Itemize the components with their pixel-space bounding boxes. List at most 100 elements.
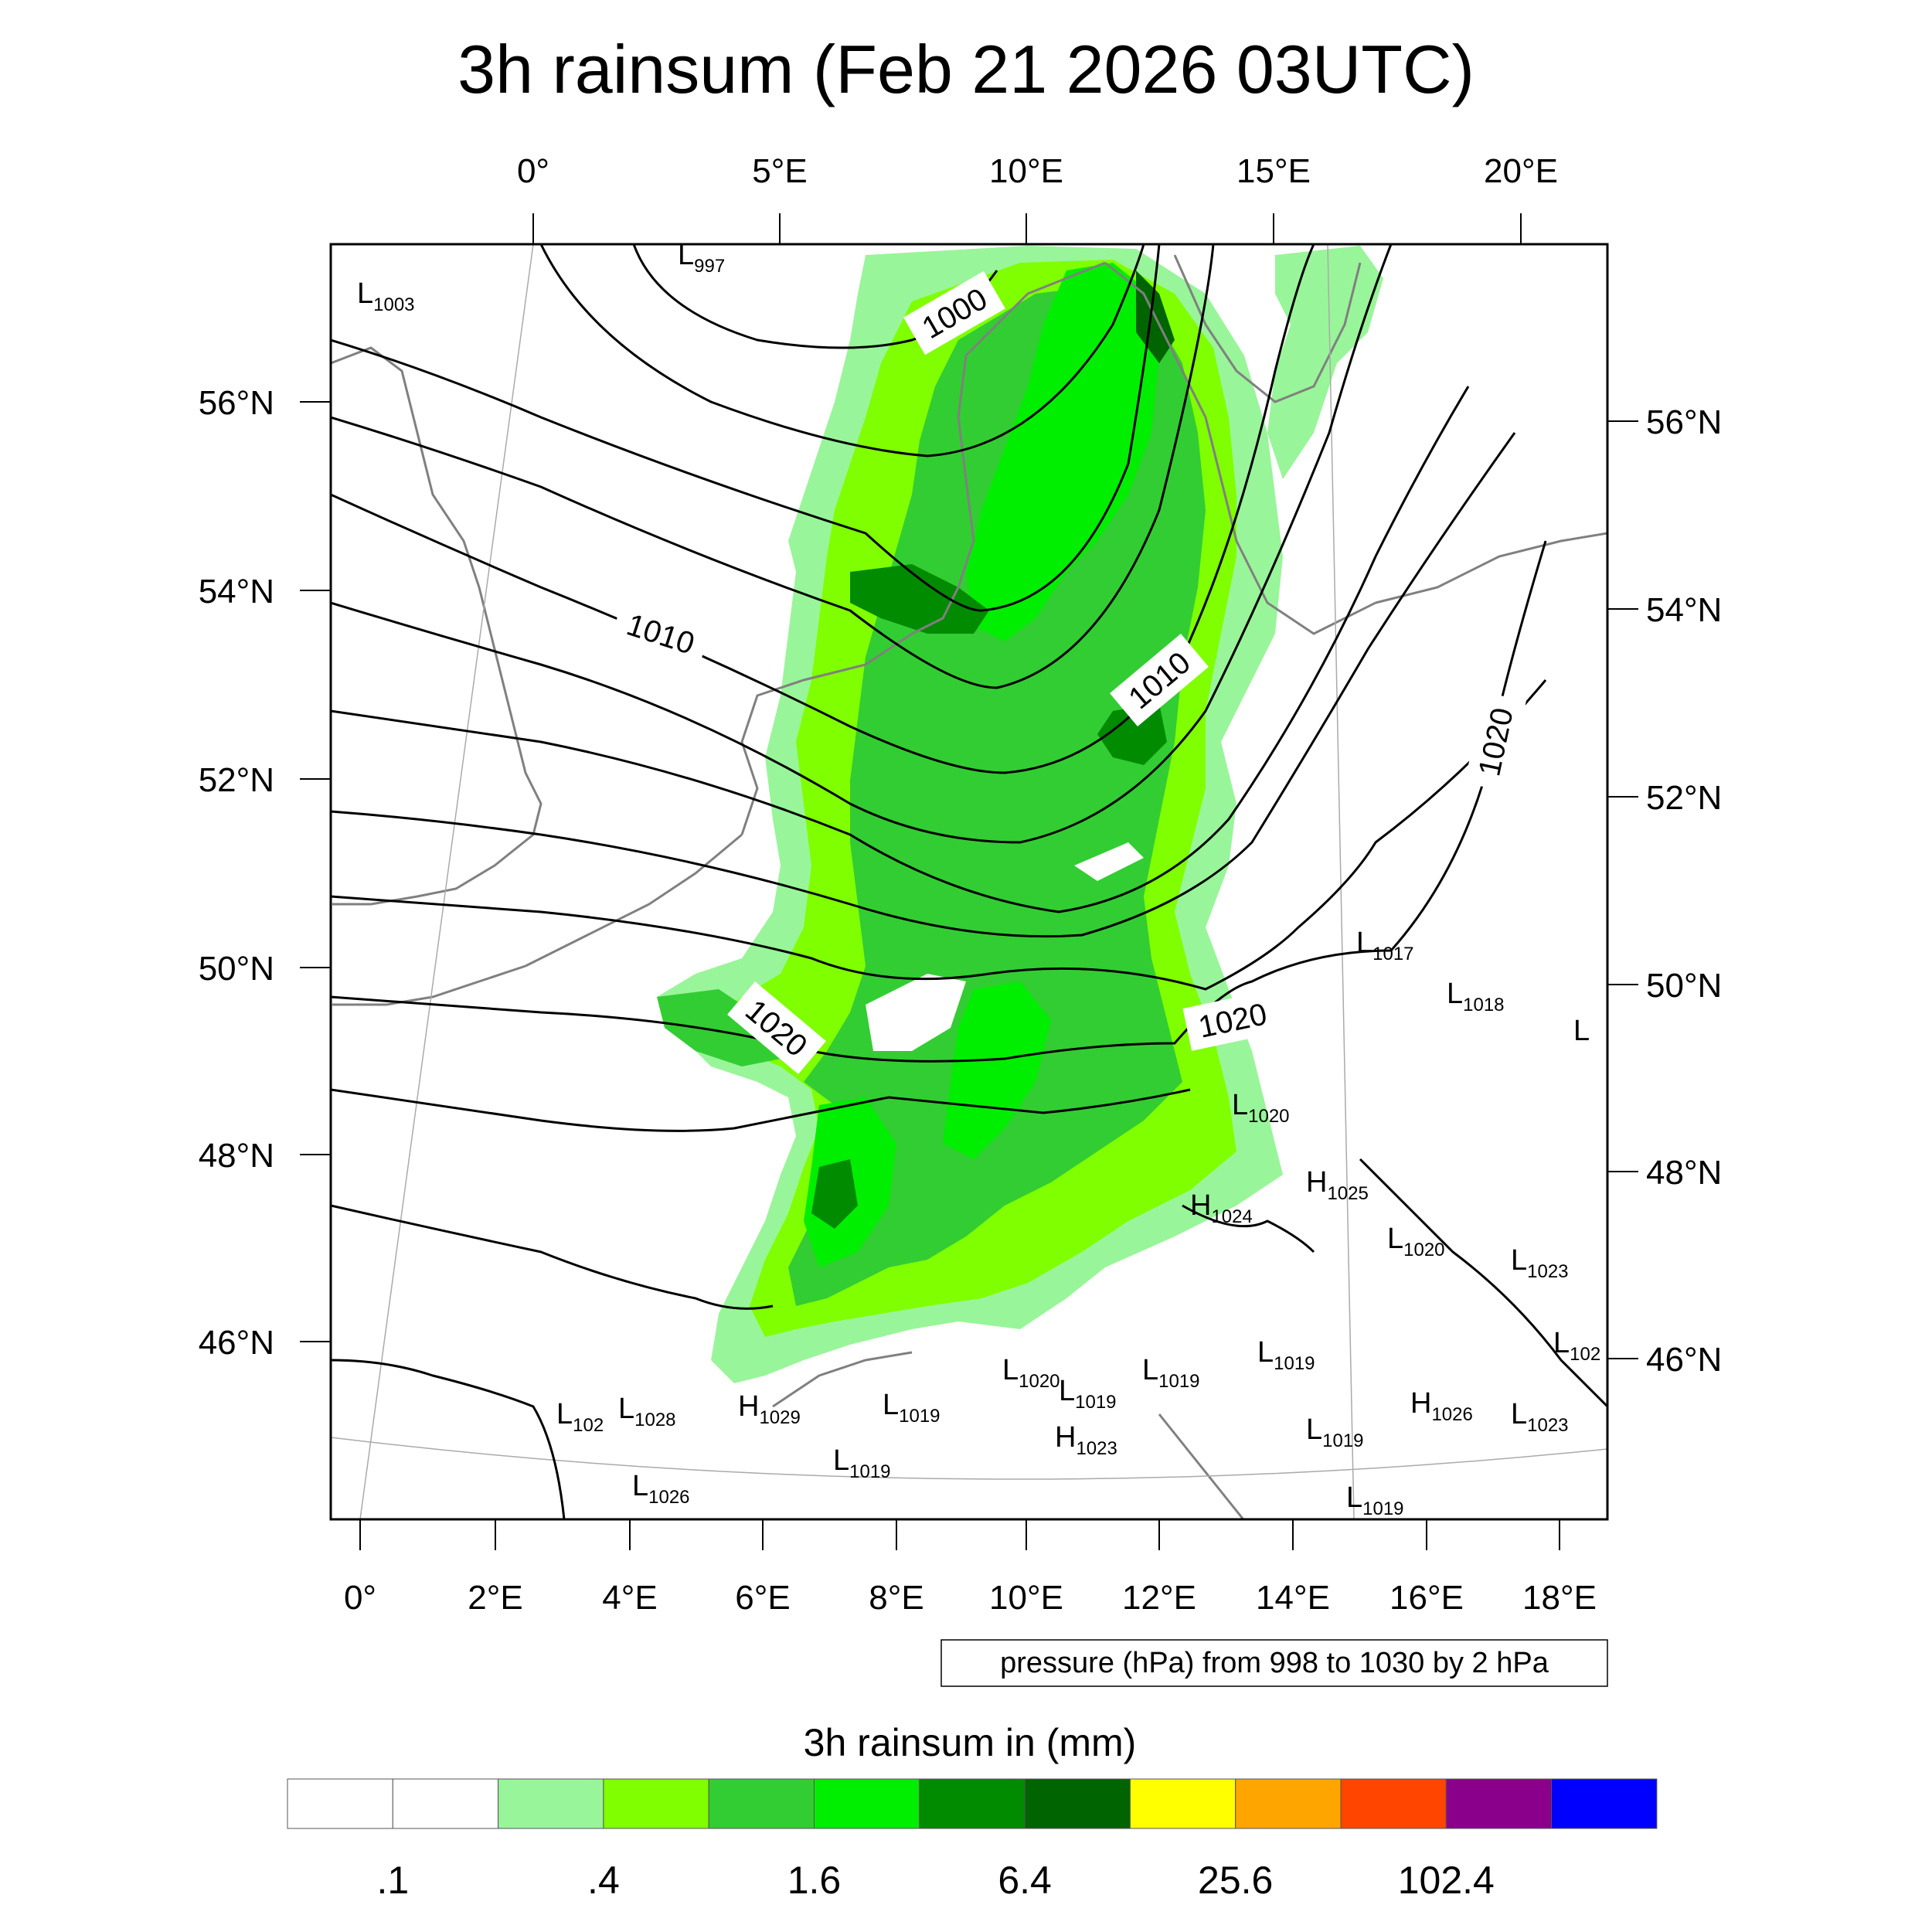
left-lat-label: 48°N [199, 1137, 274, 1175]
left-lat-label: 54°N [199, 573, 274, 611]
top-lon-label: 15°E [1236, 152, 1311, 190]
pressure-center-label: L1019 [883, 1389, 940, 1427]
isobar-a [331, 244, 1161, 612]
coast-netherlands [740, 663, 866, 835]
pressure-centers: L997 L1003 L1017 L1018 L L1020 H1025 H10… [357, 244, 1600, 1519]
rain-dryslot-2 [1074, 842, 1144, 881]
pressure-center-label: L1019 [1257, 1336, 1315, 1374]
coast-sweden [1173, 254, 1362, 403]
colorbar-tick-label: 6.4 [998, 1859, 1052, 1902]
coast-germany [865, 355, 975, 666]
precipitation-field [657, 246, 1546, 1553]
left-lat-label: 50°N [199, 950, 274, 988]
colorbar-tick-label: 25.6 [1198, 1859, 1273, 1902]
isobar-j [1359, 1158, 1607, 1408]
isobar-c [331, 244, 1393, 844]
rain-area-dark-3 [811, 1159, 858, 1229]
colorbar-swatch [1445, 1778, 1553, 1829]
map-frame [329, 243, 1609, 1521]
right-lat-label: 52°N [1646, 779, 1722, 817]
bottom-lon-label: 16°E [1389, 1579, 1464, 1617]
colorbar-swatch [498, 1778, 604, 1829]
isobar-1010 [331, 244, 1315, 774]
colorbar-tick-label: .1 [376, 1859, 409, 1902]
coast-france-north [525, 833, 743, 968]
pressure-center-label: L102 [556, 1398, 604, 1436]
pressure-center-label: L1019 [1346, 1481, 1404, 1519]
isobar-h [331, 1204, 774, 1310]
left-lat-label: 46°N [199, 1324, 274, 1362]
pressure-center-label: L1019 [1142, 1354, 1200, 1392]
pressure-center-label: L102 [1553, 1327, 1600, 1365]
coast-denmark [964, 261, 1106, 357]
bottom-lon-label: 10°E [989, 1579, 1063, 1617]
pressure-center-label: H1024 [1190, 1189, 1253, 1227]
isobar-1000 [539, 244, 1145, 457]
right-lat-label: 50°N [1646, 967, 1722, 1005]
colorbar-swatch [814, 1778, 920, 1829]
right-latitude-axis [1607, 420, 1638, 1359]
colorbar-labels: .1 .4 1.6 6.4 25.6 102.4 [376, 1859, 1494, 1902]
right-lat-label: 48°N [1646, 1154, 1722, 1192]
colorbar-swatch [1024, 1778, 1131, 1829]
pressure-center-label: L1017 [1356, 927, 1414, 964]
parallel-45 [331, 1437, 1607, 1480]
top-lon-label: 10°E [989, 152, 1063, 190]
right-lat-label: 46°N [1646, 1341, 1722, 1379]
pressure-center-label: L1003 [357, 277, 415, 315]
left-lat-label: 56°N [199, 384, 274, 422]
isobar-e [331, 432, 1516, 938]
isobar-i [331, 1359, 566, 1519]
coast-baltic-east [1375, 532, 1607, 604]
isobar-k [1182, 1204, 1315, 1253]
colorbar-swatch [708, 1778, 815, 1829]
coastlines [331, 254, 1607, 1519]
rain-patch-west [657, 989, 781, 1066]
colorbar-swatch [1129, 1778, 1236, 1829]
right-lat-label: 54°N [1646, 591, 1722, 629]
contour-info-box [940, 1639, 1608, 1687]
colorbar-swatch [603, 1778, 709, 1829]
isobar-g [331, 1088, 1191, 1132]
colorbar-tick-label: 1.6 [787, 1859, 842, 1902]
bottom-lon-label: 14°E [1256, 1579, 1330, 1617]
coast-baltic [1104, 261, 1376, 635]
isobar-label-bg [1464, 692, 1526, 792]
colorbar [287, 1778, 1658, 1829]
isobar-label-bg [1110, 633, 1209, 727]
top-lon-label: 5°E [752, 152, 807, 190]
graticule [331, 244, 1607, 1519]
colorbar-swatch [287, 1778, 393, 1829]
pressure-center-label: L1020 [1387, 1223, 1445, 1260]
rain-area-dark-2 [1097, 703, 1167, 765]
bottom-longitude-axis [359, 1519, 1560, 1550]
left-lat-label: 52°N [199, 761, 274, 799]
pressure-center-label: L1020 [1002, 1354, 1060, 1392]
top-longitude-axis [532, 213, 1522, 244]
pressure-center-label: L1023 [1511, 1398, 1569, 1436]
contour-info-text: pressure (hPa) from 998 to 1030 by 2 hPa [1000, 1647, 1549, 1679]
rain-patch-se [1515, 1538, 1546, 1553]
rain-area-green-south [943, 981, 1051, 1159]
isobars [331, 244, 1607, 1519]
coast-ligurian [772, 1351, 913, 1408]
rain-area-green [966, 263, 1159, 641]
pressure-center-label: L [1573, 1015, 1590, 1047]
colorbar-tick-label: 102.4 [1398, 1859, 1495, 1902]
pressure-center-label: H1029 [738, 1390, 801, 1428]
isobar-label-bg [1182, 989, 1283, 1051]
colorbar-swatch [1235, 1778, 1342, 1829]
isobar-1020 [331, 540, 1547, 1063]
coast-english-channel [332, 964, 526, 1006]
map-panel: 1000 1010 1010 1020 1020 [329, 243, 1609, 1553]
map-title: 3h rainsum (Feb 21 2026 03UTC) [457, 31, 1475, 107]
colorbar-swatch [919, 1778, 1026, 1829]
colorbar-swatch [1551, 1778, 1658, 1829]
pressure-center-label: L1028 [618, 1393, 676, 1430]
isobar-label-bg [610, 598, 712, 669]
bottom-lon-label: 6°E [735, 1579, 790, 1617]
meridian-0 [359, 244, 534, 1519]
meridian-15 [1327, 244, 1355, 1519]
coast-great-britain [331, 346, 543, 906]
